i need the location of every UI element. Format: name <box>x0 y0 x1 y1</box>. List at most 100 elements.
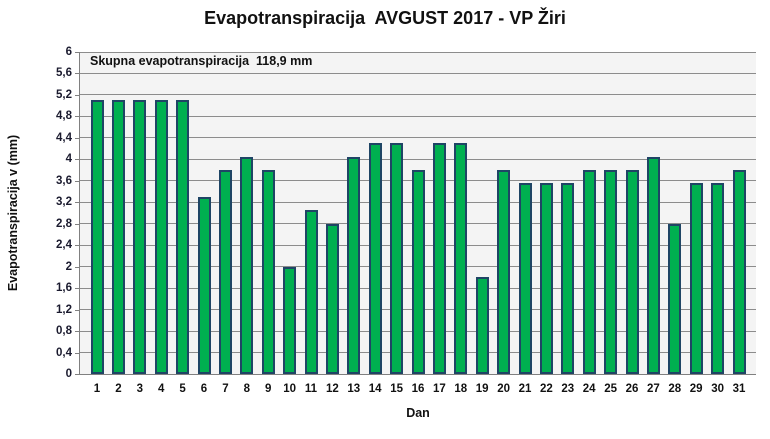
y-tick-label: 0,8 <box>56 325 72 338</box>
y-axis-title: Evapotranspiracija v (mm) <box>6 134 20 292</box>
bar-day-9 <box>261 170 275 374</box>
x-tick-label: 12 <box>325 383 339 395</box>
annotation-total: Skupna evapotranspiracija 118,9 mm <box>90 54 313 68</box>
x-tick-label: 16 <box>411 383 425 395</box>
x-tick-label: 25 <box>604 383 617 395</box>
bar-day-20 <box>497 170 511 374</box>
x-tick-label: 30 <box>711 383 724 395</box>
x-tick-label: 22 <box>539 383 553 395</box>
x-tick-label: 15 <box>390 383 403 395</box>
x-tick-label: 5 <box>179 383 186 395</box>
x-tick-label: 4 <box>157 383 165 395</box>
bar-day-15 <box>390 143 404 374</box>
x-tick-label: 11 <box>304 383 318 395</box>
x-tick-label: 26 <box>625 383 639 395</box>
bar-day-14 <box>368 143 382 374</box>
x-tick-label: 28 <box>668 383 682 395</box>
y-tick-mark <box>75 116 80 118</box>
bar-day-17 <box>432 143 446 374</box>
x-tick-label: 7 <box>222 383 229 395</box>
x-tick-label: 31 <box>732 383 746 395</box>
x-tick-label: 19 <box>475 383 489 395</box>
bar-day-11 <box>304 210 318 374</box>
y-tick-mark <box>75 137 80 139</box>
y-tick-mark <box>75 73 80 75</box>
bar-day-18 <box>454 143 468 374</box>
x-tick-label: 18 <box>454 383 468 395</box>
x-tick-label: 27 <box>646 383 660 395</box>
bar-day-29 <box>689 183 703 374</box>
bar-day-5 <box>176 100 190 374</box>
gridline <box>80 94 756 96</box>
bar-day-19 <box>475 277 489 374</box>
y-tick-label: 2,4 <box>56 239 72 252</box>
bar-day-1 <box>90 100 104 374</box>
x-tick-label: 9 <box>264 383 272 395</box>
y-tick-mark <box>75 94 80 96</box>
x-tick-label: 13 <box>347 383 361 395</box>
x-tick-label: 3 <box>136 383 143 395</box>
bar-day-16 <box>411 170 425 374</box>
chart-title: Evapotranspiracija AVGUST 2017 - VP Žiri <box>204 8 566 28</box>
bar-day-13 <box>347 157 361 374</box>
bar-day-31 <box>732 170 746 374</box>
x-tick-label: 8 <box>243 383 250 395</box>
x-tick-label: 1 <box>93 383 101 395</box>
y-tick-mark <box>75 180 80 182</box>
y-tick-label: 4,8 <box>56 110 72 123</box>
x-tick-label: 17 <box>432 383 446 395</box>
y-tick-label: 6 <box>65 46 72 58</box>
y-tick-mark <box>75 374 80 375</box>
bar-day-4 <box>154 100 168 374</box>
bar-day-27 <box>646 157 660 374</box>
x-axis-title: Dan <box>406 406 430 420</box>
y-axis-line <box>79 52 80 375</box>
y-tick-mark <box>75 331 80 333</box>
y-tick-mark <box>75 309 80 311</box>
x-tick-label: 6 <box>200 383 208 395</box>
y-tick-label: 5,6 <box>56 67 72 80</box>
y-tick-mark <box>75 288 80 290</box>
gridline <box>80 137 756 139</box>
y-tick-mark <box>75 245 80 247</box>
bar-day-24 <box>582 170 596 374</box>
bar-day-22 <box>539 183 553 374</box>
x-tick-label: 20 <box>497 383 510 395</box>
y-tick-mark <box>75 352 80 354</box>
y-tick-label: 4,4 <box>56 131 72 144</box>
bar-day-12 <box>325 224 339 374</box>
bar-day-26 <box>625 170 639 374</box>
y-tick-mark <box>75 202 80 204</box>
bar-day-30 <box>711 183 725 374</box>
bar-day-28 <box>668 224 682 374</box>
y-tick-mark <box>75 159 80 161</box>
y-tick-mark <box>75 223 80 225</box>
bar-day-21 <box>518 183 532 374</box>
y-tick-label: 2 <box>65 260 72 273</box>
bar-day-25 <box>604 170 618 374</box>
y-tick-label: 3,2 <box>56 196 72 209</box>
x-tick-label: 14 <box>368 383 382 395</box>
gridline <box>80 51 756 53</box>
bar-day-3 <box>133 100 147 374</box>
y-tick-label: 1,6 <box>56 282 72 295</box>
gridline <box>80 115 756 117</box>
x-tick-label: 29 <box>689 383 703 395</box>
y-tick-label: 2,8 <box>56 217 72 230</box>
x-tick-label: 10 <box>283 383 296 395</box>
y-tick-label: 1,2 <box>56 303 72 316</box>
gridline <box>80 72 756 74</box>
x-tick-label: 23 <box>561 383 575 395</box>
y-tick-label: 0,4 <box>56 346 72 359</box>
x-tick-label: 21 <box>518 383 532 395</box>
y-tick-label: 0 <box>65 368 72 380</box>
y-tick-label: 5,2 <box>56 88 72 101</box>
bar-day-7 <box>218 170 232 374</box>
bar-day-23 <box>561 183 575 374</box>
bar-day-8 <box>240 157 254 374</box>
x-tick-label: 24 <box>582 383 596 395</box>
y-tick-label: 4 <box>65 153 72 166</box>
bar-day-10 <box>283 267 297 374</box>
y-tick-mark <box>75 266 80 268</box>
